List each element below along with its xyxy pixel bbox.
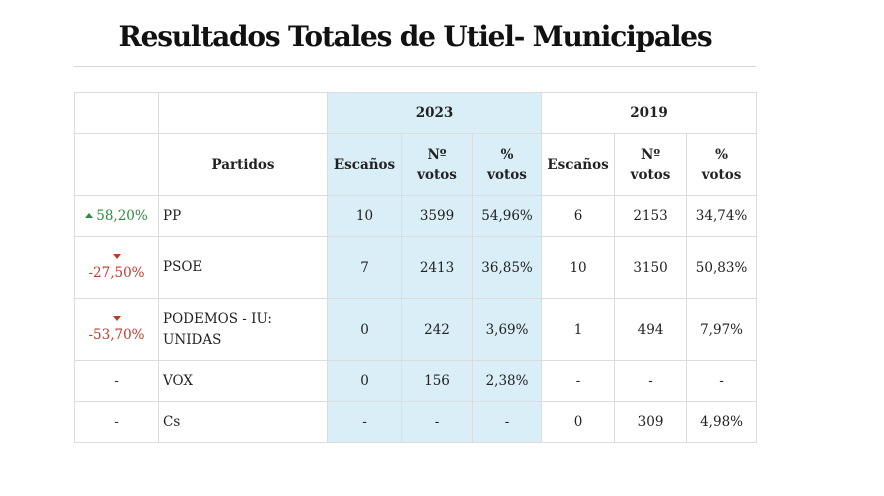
votes-2023-cell: 2413 xyxy=(401,236,473,299)
change-cell: 58,20% xyxy=(74,195,159,237)
votes-2019-cell: - xyxy=(614,360,688,402)
empty-header-cell xyxy=(74,92,159,134)
party-cell: PP xyxy=(158,195,328,237)
change-value: -53,70% xyxy=(88,327,145,343)
seats-2023-cell: 0 xyxy=(327,360,402,402)
votes-2019-cell: 309 xyxy=(614,401,688,443)
escanos-2023-header: Escaños xyxy=(327,133,402,196)
party-cell: PODEMOS - IU: UNIDAS xyxy=(158,298,328,361)
pct-header-line1: % xyxy=(715,146,728,163)
pct-2023-header: % votos xyxy=(471,133,543,196)
party-name-line2: UNIDAS xyxy=(163,331,222,348)
table-row: 58,20% PP 10 3599 54,96% 6 2153 34,74% xyxy=(74,195,758,237)
votos-2023-header: Nº votos xyxy=(401,133,473,196)
pct-2023-cell: - xyxy=(471,401,543,443)
pct-2023-cell: 54,96% xyxy=(471,195,543,237)
seats-2023-cell: 7 xyxy=(327,236,402,299)
change-value: -27,50% xyxy=(88,265,145,281)
table-row: -27,50% PSOE 7 2413 36,85% 10 3150 50,83… xyxy=(74,236,758,299)
table-row: - Cs - - - 0 309 4,98% xyxy=(74,401,758,443)
votes-2023-cell: 3599 xyxy=(401,195,473,237)
page-title: Resultados Totales de Utiel- Municipales xyxy=(118,20,713,53)
seats-2023-cell: 10 xyxy=(327,195,402,237)
arrow-down-icon xyxy=(112,316,121,321)
votos-2019-header: Nº votos xyxy=(614,133,688,196)
arrow-down-icon xyxy=(112,254,121,259)
pct-header-line1: % xyxy=(500,146,514,163)
pct-header-line2: votos xyxy=(701,166,742,183)
empty-header-cell xyxy=(158,92,328,134)
votes-2019-cell: 3150 xyxy=(614,236,688,299)
pct-2023-cell: 3,69% xyxy=(471,298,543,361)
votos-header-line2: votos xyxy=(417,166,457,183)
party-cell: Cs xyxy=(158,401,328,443)
pct-2019-cell: 7,97% xyxy=(686,298,758,361)
votes-2019-cell: 494 xyxy=(614,298,688,361)
table-row: - VOX 0 156 2,38% - - - xyxy=(74,360,758,402)
pct-2023-cell: 2,38% xyxy=(471,360,543,402)
change-cell: - xyxy=(74,401,159,443)
votos-header-line1: Nº xyxy=(427,146,447,163)
pct-2019-header: % votos xyxy=(686,133,758,196)
pct-2019-cell: 50,83% xyxy=(686,236,758,299)
seats-2019-cell: - xyxy=(541,360,616,402)
table-row: -53,70% PODEMOS - IU: UNIDAS 0 242 3,69% … xyxy=(74,298,758,361)
seats-2019-cell: 10 xyxy=(541,236,616,299)
title-divider xyxy=(74,66,756,67)
votes-2023-cell: - xyxy=(401,401,473,443)
party-cell: VOX xyxy=(158,360,328,402)
seats-2019-cell: 0 xyxy=(541,401,616,443)
results-table: 2023 2019 Partidos Escaños Nº votos % voto… xyxy=(74,92,758,443)
party-name-line1: PODEMOS - IU: xyxy=(163,310,272,327)
pct-2019-cell: 4,98% xyxy=(686,401,758,443)
votes-2023-cell: 242 xyxy=(401,298,473,361)
seats-2019-cell: 1 xyxy=(541,298,616,361)
change-cell: - xyxy=(74,360,159,402)
pct-2019-cell: - xyxy=(686,360,758,402)
column-header-row: Partidos Escaños Nº votos % votos Escaños … xyxy=(74,133,758,196)
year-2019-header: 2019 xyxy=(541,92,758,134)
partidos-header: Partidos xyxy=(158,133,328,196)
year-header-row: 2023 2019 xyxy=(74,92,758,134)
change-cell: -27,50% xyxy=(74,236,159,299)
votos-header-line2: votos xyxy=(630,166,671,183)
votos-header-line1: Nº xyxy=(640,146,661,163)
escanos-2019-header: Escaños xyxy=(541,133,616,196)
change-cell: -53,70% xyxy=(74,298,159,361)
pct-2023-cell: 36,85% xyxy=(471,236,543,299)
votes-2019-cell: 2153 xyxy=(614,195,688,237)
seats-2023-cell: - xyxy=(327,401,402,443)
change-value: 58,20% xyxy=(96,208,148,224)
arrow-up-icon xyxy=(85,213,94,218)
seats-2023-cell: 0 xyxy=(327,298,402,361)
empty-header-cell xyxy=(74,133,159,196)
pct-2019-cell: 34,74% xyxy=(686,195,758,237)
seats-2019-cell: 6 xyxy=(541,195,616,237)
pct-header-line2: votos xyxy=(487,166,527,183)
party-cell: PSOE xyxy=(158,236,328,299)
year-2023-header: 2023 xyxy=(326,92,543,134)
votes-2023-cell: 156 xyxy=(401,360,473,402)
